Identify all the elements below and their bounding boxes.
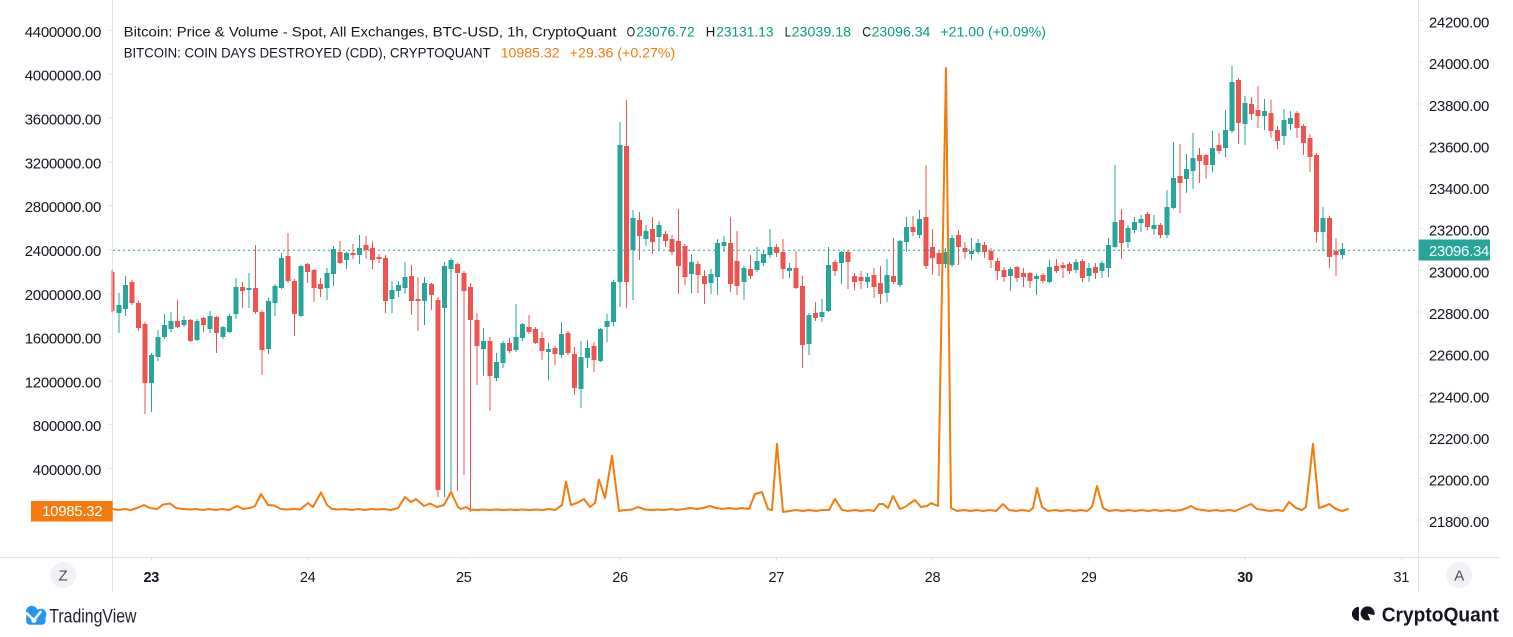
svg-text:+29.36 (+0.27%): +29.36 (+0.27%) — [570, 44, 676, 60]
svg-text:10985.32: 10985.32 — [501, 44, 560, 60]
svg-text:BITCOIN: COIN DAYS DESTROYED (: BITCOIN: COIN DAYS DESTROYED (CDD), CRYP… — [124, 44, 491, 60]
svg-text:23076.72: 23076.72 — [636, 24, 695, 40]
svg-text:23800.00: 23800.00 — [1429, 98, 1489, 115]
svg-text:21800.00: 21800.00 — [1429, 514, 1489, 531]
svg-text:2000000.00: 2000000.00 — [25, 287, 101, 304]
svg-text:22600.00: 22600.00 — [1429, 348, 1489, 365]
svg-text:+21.00 (+0.09%): +21.00 (+0.09%) — [940, 24, 1046, 40]
svg-text:25: 25 — [456, 570, 472, 586]
svg-text:2400000.00: 2400000.00 — [25, 243, 101, 260]
svg-text:22800.00: 22800.00 — [1429, 306, 1489, 323]
svg-text:CryptoQuant: CryptoQuant — [1382, 604, 1500, 626]
svg-text:28: 28 — [925, 570, 941, 586]
svg-text:22200.00: 22200.00 — [1429, 431, 1489, 448]
svg-text:A: A — [1454, 567, 1464, 584]
svg-text:10985.32: 10985.32 — [42, 503, 102, 520]
svg-text:TradingView: TradingView — [49, 607, 136, 628]
svg-text:1200000.00: 1200000.00 — [25, 374, 101, 391]
svg-text:26: 26 — [612, 570, 628, 586]
svg-text:22000.00: 22000.00 — [1429, 473, 1489, 490]
svg-text:23000.00: 23000.00 — [1429, 264, 1489, 281]
svg-text:4400000.00: 4400000.00 — [25, 24, 101, 41]
svg-text:3200000.00: 3200000.00 — [25, 155, 101, 172]
svg-text:23096.34: 23096.34 — [1429, 243, 1489, 260]
svg-text:3600000.00: 3600000.00 — [25, 112, 101, 129]
svg-text:29: 29 — [1081, 570, 1097, 586]
svg-text:24000.00: 24000.00 — [1429, 56, 1489, 73]
svg-text:Bitcoin: Price & Volume - Spot: Bitcoin: Price & Volume - Spot, All Exch… — [124, 24, 617, 40]
svg-text:C: C — [862, 24, 871, 40]
svg-text:400000.00: 400000.00 — [33, 462, 101, 479]
svg-text:800000.00: 800000.00 — [33, 418, 101, 435]
svg-text:4000000.00: 4000000.00 — [25, 68, 101, 85]
svg-text:22400.00: 22400.00 — [1429, 389, 1489, 406]
svg-text:27: 27 — [769, 570, 785, 586]
svg-text:30: 30 — [1237, 570, 1253, 586]
svg-text:23600.00: 23600.00 — [1429, 139, 1489, 156]
svg-text:1600000.00: 1600000.00 — [25, 331, 101, 348]
svg-text:23096.34: 23096.34 — [872, 24, 931, 40]
svg-text:H: H — [706, 24, 716, 40]
svg-text:23039.18: 23039.18 — [792, 24, 852, 40]
svg-text:23400.00: 23400.00 — [1429, 181, 1489, 198]
svg-text:31: 31 — [1394, 570, 1410, 586]
svg-text:2800000.00: 2800000.00 — [25, 199, 101, 216]
svg-text:23: 23 — [144, 570, 160, 586]
svg-text:L: L — [785, 24, 792, 40]
svg-text:24: 24 — [300, 570, 316, 586]
svg-text:Z: Z — [59, 567, 68, 584]
svg-text:23200.00: 23200.00 — [1429, 223, 1489, 240]
svg-text:24200.00: 24200.00 — [1429, 15, 1489, 32]
svg-text:23131.13: 23131.13 — [716, 24, 773, 40]
svg-text:O: O — [627, 24, 636, 40]
